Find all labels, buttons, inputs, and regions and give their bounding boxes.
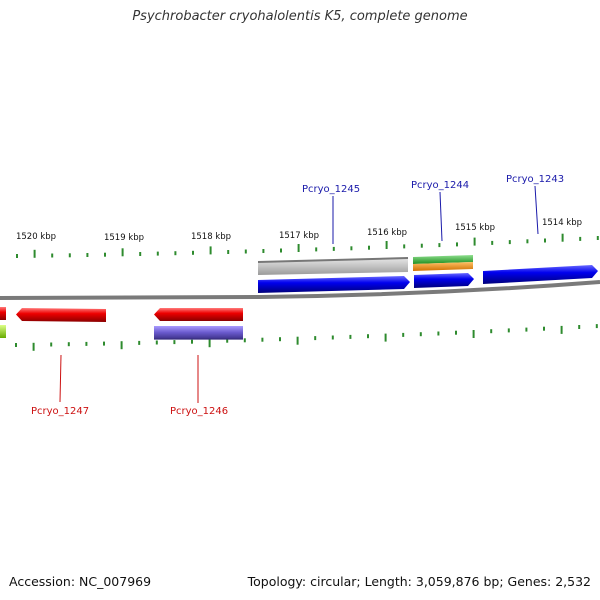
scale-label: 1517 kbp xyxy=(279,231,319,241)
gene-arrow-pcryo-1244[interactable] xyxy=(414,273,474,288)
gene-arrow-pcryo-1243[interactable] xyxy=(483,265,598,284)
leader-line-pcryo-1244 xyxy=(439,191,443,242)
gene-feature-purple[interactable] xyxy=(154,326,243,340)
gene-feature-orange[interactable] xyxy=(413,262,473,271)
gene-arrow-pcryo-1246[interactable] xyxy=(154,308,243,321)
accession-text: Accession: NC_007969 xyxy=(9,574,152,589)
genome-backbone xyxy=(0,280,600,300)
gene-label-pcryo-1244[interactable]: Pcryo_1244 xyxy=(411,180,469,191)
gene-arrow-pcryo-1245[interactable] xyxy=(258,276,410,293)
scale-label: 1520 kbp xyxy=(16,232,56,242)
map-title: Psychrobacter cryohalolentis K5, complet… xyxy=(132,9,468,24)
gene-arrow-pcryo-1247[interactable] xyxy=(16,308,106,322)
leader-line-pcryo-1243 xyxy=(534,185,539,235)
gene-label-pcryo-1245[interactable]: Pcryo_1245 xyxy=(302,184,360,195)
scale-label: 1519 kbp xyxy=(104,233,144,243)
scale-label: 1514 kbp xyxy=(542,218,582,228)
scale-label: 1515 kbp xyxy=(455,223,495,233)
gene-feature-lime-partial[interactable] xyxy=(0,325,6,338)
scale-ticks-outer xyxy=(16,233,599,258)
scale-ticks-inner xyxy=(15,324,598,351)
gene-label-pcryo-1246[interactable]: Pcryo_1246 xyxy=(170,406,228,417)
scale-labels: 1520 kbp 1519 kbp 1518 kbp 1517 kbp 1516… xyxy=(16,218,582,243)
gene-label-pcryo-1243[interactable]: Pcryo_1243 xyxy=(506,174,564,185)
gene-feature-green[interactable] xyxy=(413,255,473,264)
scale-label: 1518 kbp xyxy=(191,232,231,242)
gene-arrow-partial-left[interactable] xyxy=(0,307,6,320)
genome-summary-text: Topology: circular; Length: 3,059,876 bp… xyxy=(247,574,591,589)
leader-line-pcryo-1247 xyxy=(59,354,62,403)
scale-label: 1516 kbp xyxy=(367,228,407,238)
gene-label-pcryo-1247[interactable]: Pcryo_1247 xyxy=(31,406,89,417)
gene-feature-gray[interactable] xyxy=(257,257,409,275)
